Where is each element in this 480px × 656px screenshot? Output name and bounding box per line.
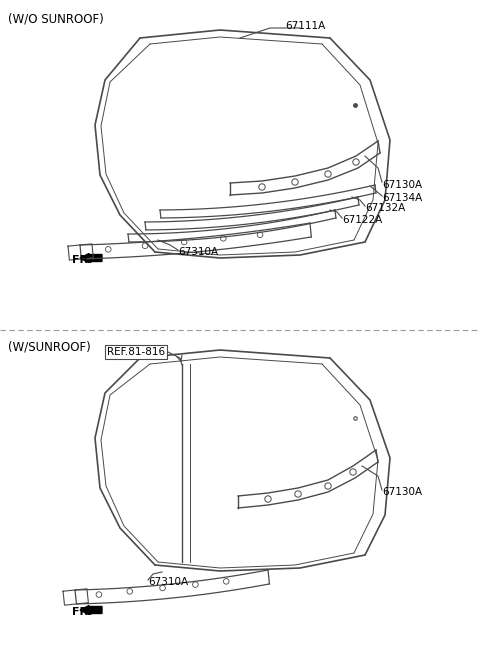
Text: 67130A: 67130A <box>382 487 422 497</box>
Text: 67310A: 67310A <box>178 247 218 257</box>
Text: FR.: FR. <box>72 607 93 617</box>
Text: 67134A: 67134A <box>382 193 422 203</box>
Text: 67122A: 67122A <box>342 215 382 225</box>
Text: 67111A: 67111A <box>285 21 325 31</box>
Text: FR.: FR. <box>72 255 93 265</box>
FancyArrow shape <box>80 253 102 262</box>
Text: (W/SUNROOF): (W/SUNROOF) <box>8 340 91 353</box>
Text: REF.81-816: REF.81-816 <box>107 347 165 357</box>
Text: 67132A: 67132A <box>365 203 405 213</box>
Text: (W/O SUNROOF): (W/O SUNROOF) <box>8 12 104 25</box>
FancyArrow shape <box>80 605 102 615</box>
Text: 67130A: 67130A <box>382 180 422 190</box>
Text: 67310A: 67310A <box>148 577 188 587</box>
